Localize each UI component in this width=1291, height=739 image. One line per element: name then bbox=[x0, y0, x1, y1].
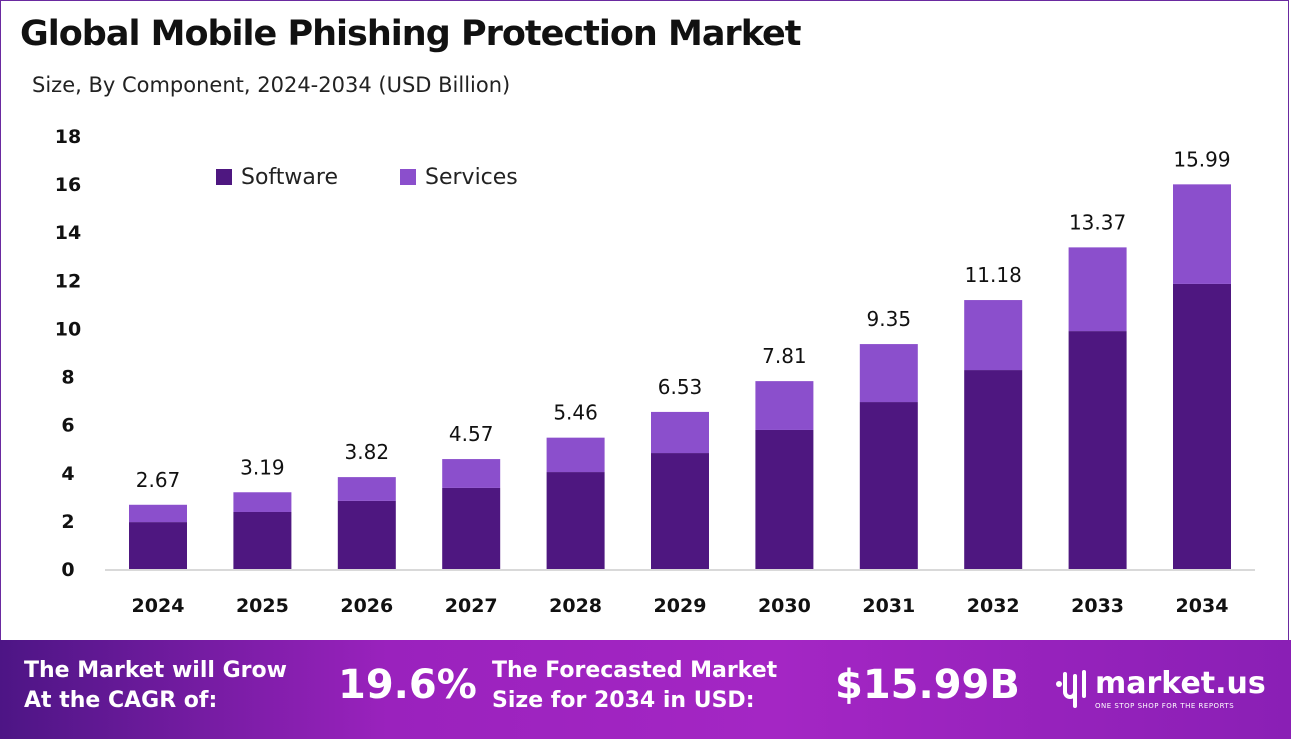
y-tick-label: 14 bbox=[55, 222, 81, 244]
bar-services-2032 bbox=[964, 300, 1023, 371]
logo-tagline: ONE STOP SHOP FOR THE REPORTS bbox=[1095, 702, 1235, 710]
bar-software-2030 bbox=[755, 429, 814, 569]
x-tick-label: 2034 bbox=[1176, 595, 1229, 617]
data-label-2026: 3.82 bbox=[345, 440, 390, 464]
bar-software-2031 bbox=[859, 402, 918, 569]
cagr-label-line1: The Market will Grow bbox=[24, 658, 287, 683]
y-tick-label: 0 bbox=[61, 559, 74, 581]
y-tick-label: 16 bbox=[55, 174, 81, 196]
bar-services-2027 bbox=[442, 459, 501, 488]
x-tick-label: 2029 bbox=[654, 595, 707, 617]
stacked-bar-chart: 0 2 4 6 8 10 12 14 16 18 2.67 2024 3.19 2025 3.82 2026 4… bbox=[55, 126, 1255, 617]
bar-software-2028 bbox=[546, 472, 605, 569]
cagr-label-line2: At the CAGR of: bbox=[24, 688, 218, 713]
x-tick-label: 2026 bbox=[340, 595, 393, 617]
bar-software-2027 bbox=[442, 487, 501, 569]
y-tick-label: 2 bbox=[61, 511, 74, 533]
data-label-2033: 13.37 bbox=[1069, 210, 1126, 234]
forecast-label-line1: The Forecasted Market bbox=[492, 658, 778, 683]
bar-services-2029 bbox=[651, 411, 709, 454]
data-label-2034: 15.99 bbox=[1173, 147, 1230, 171]
x-tick-label: 2024 bbox=[132, 595, 185, 617]
chart-title: Global Mobile Phishing Protection Market bbox=[20, 14, 802, 54]
y-tick-label: 12 bbox=[55, 270, 81, 292]
x-tick-label: 2033 bbox=[1071, 595, 1124, 617]
data-label-2031: 9.35 bbox=[867, 307, 912, 331]
forecast-value: $15.99B bbox=[835, 662, 1020, 708]
logo-name: market.us bbox=[1095, 666, 1266, 701]
data-label-2029: 6.53 bbox=[658, 375, 703, 399]
footer-banner: The Market will Grow At the CAGR of: 19.… bbox=[0, 640, 1291, 739]
data-label-2028: 5.46 bbox=[553, 401, 598, 425]
y-tick-label: 6 bbox=[61, 415, 74, 437]
y-tick-label: 18 bbox=[55, 126, 81, 148]
cagr-label: The Market will Grow At the CAGR of: bbox=[24, 656, 287, 716]
legend-label-software: Software bbox=[241, 165, 338, 190]
data-label-2030: 7.81 bbox=[762, 344, 807, 368]
bar-services-2030 bbox=[755, 381, 814, 430]
forecast-label-line2: Size for 2034 in USD: bbox=[492, 688, 755, 713]
bar-software-2026 bbox=[337, 500, 396, 569]
bar-software-2024 bbox=[129, 522, 187, 569]
data-label-2025: 3.19 bbox=[240, 455, 285, 479]
x-tick-label: 2030 bbox=[758, 595, 811, 617]
x-tick-label: 2032 bbox=[967, 595, 1020, 617]
chart-subtitle: Size, By Component, 2024-2034 (USD Billi… bbox=[32, 73, 511, 97]
y-tick-label: 8 bbox=[61, 367, 74, 389]
bar-software-2032 bbox=[964, 370, 1023, 569]
market-us-logo-icon bbox=[1056, 670, 1086, 708]
cagr-value: 19.6% bbox=[338, 662, 477, 708]
bar-services-2033 bbox=[1068, 247, 1127, 332]
y-tick-label: 4 bbox=[61, 463, 74, 485]
bar-software-2029 bbox=[651, 453, 709, 569]
bar-software-2034 bbox=[1173, 283, 1231, 569]
x-tick-label: 2027 bbox=[445, 595, 498, 617]
bar-services-2031 bbox=[859, 344, 918, 403]
y-tick-label: 10 bbox=[55, 318, 81, 340]
x-tick-label: 2025 bbox=[236, 595, 289, 617]
bar-software-2025 bbox=[233, 511, 292, 569]
legend-label-services: Services bbox=[425, 165, 518, 190]
forecast-label: The Forecasted Market Size for 2034 in U… bbox=[492, 656, 777, 716]
data-label-2024: 2.67 bbox=[136, 468, 181, 492]
bar-services-2034 bbox=[1173, 184, 1231, 284]
x-tick-label: 2031 bbox=[862, 595, 915, 617]
data-label-2027: 4.57 bbox=[449, 422, 494, 446]
bar-services-2024 bbox=[129, 504, 187, 523]
bar-software-2033 bbox=[1068, 331, 1127, 569]
legend-swatch-software bbox=[216, 169, 232, 185]
x-tick-label: 2028 bbox=[549, 595, 602, 617]
bar-services-2026 bbox=[337, 477, 396, 501]
data-label-2032: 11.18 bbox=[965, 263, 1022, 287]
bar-services-2025 bbox=[233, 492, 292, 512]
bar-services-2028 bbox=[546, 437, 605, 473]
legend-swatch-services bbox=[400, 169, 416, 185]
